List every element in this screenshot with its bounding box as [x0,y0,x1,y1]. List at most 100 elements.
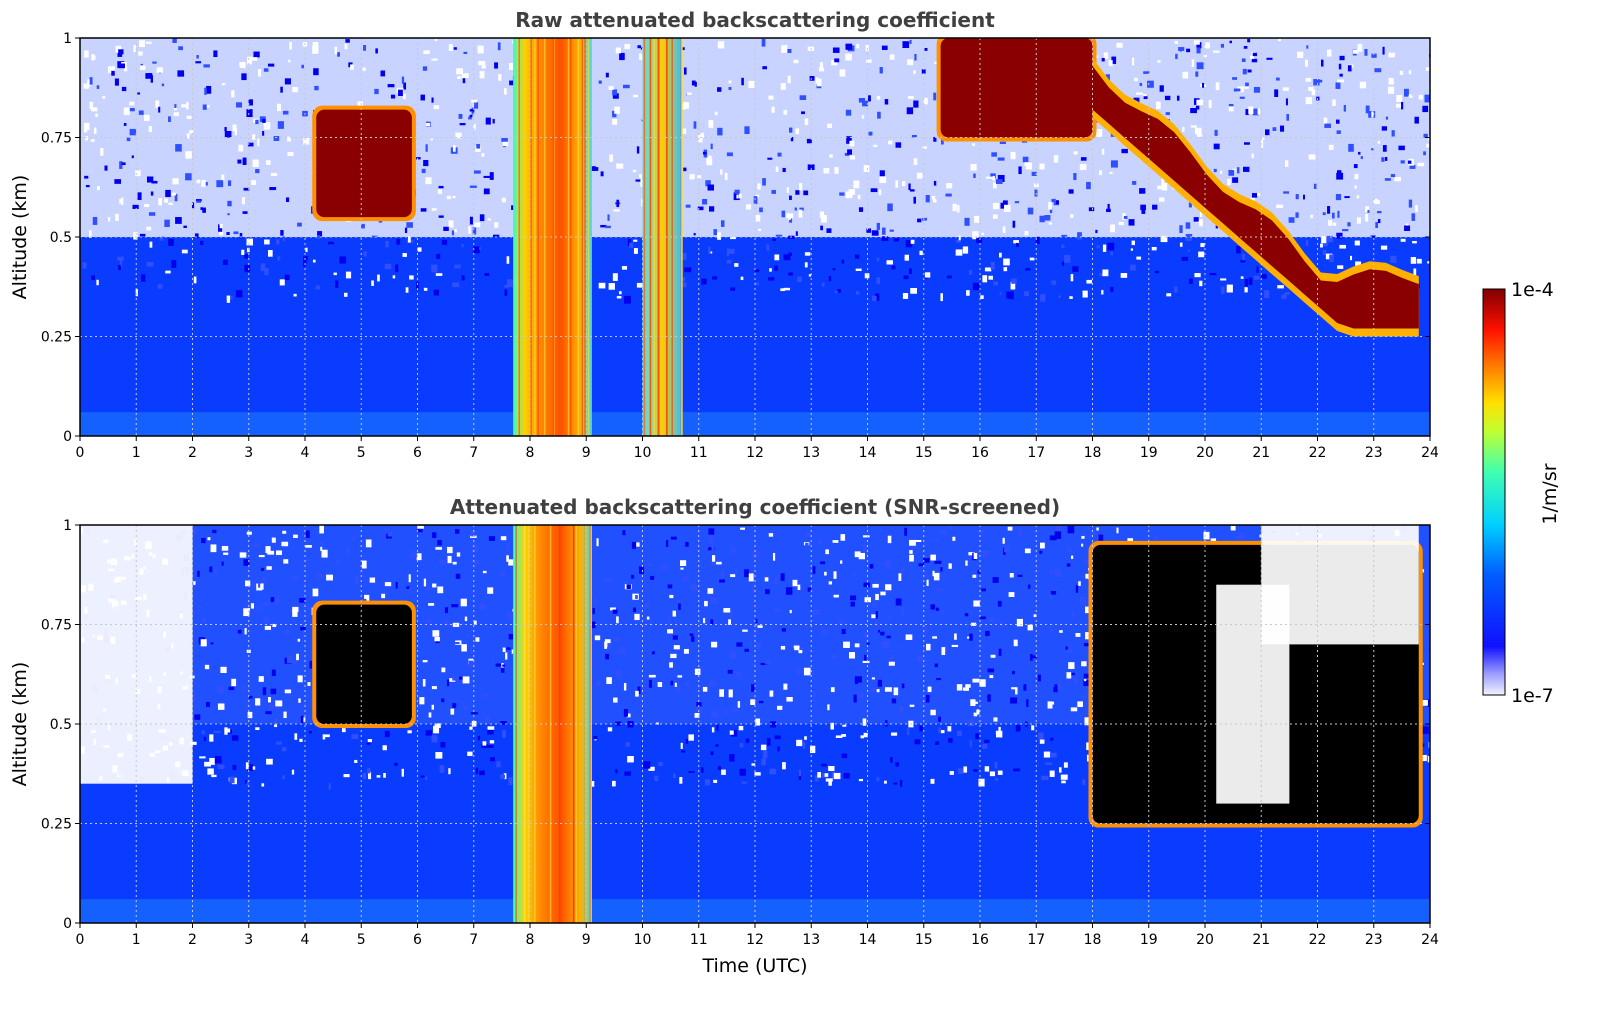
noise-speckle [303,256,307,265]
noise-speckle [212,529,217,534]
noise-speckle [416,553,422,561]
noise-speckle [908,96,914,99]
noise-speckle [251,180,257,185]
noise-speckle [150,75,154,83]
noise-speckle [1080,597,1086,605]
noise-speckle [1037,732,1044,740]
noise-speckle [941,139,944,145]
noise-speckle [1013,639,1018,647]
noise-speckle [1277,285,1284,289]
noise-speckle [1107,242,1115,251]
noise-speckle [463,51,468,54]
noise-speckle [452,561,457,565]
noise-speckle [1380,245,1388,250]
noise-speckle [1061,234,1068,238]
noise-speckle [1326,235,1333,243]
noise-speckle [494,62,499,69]
noise-speckle [624,771,632,776]
noise-speckle [1256,266,1259,273]
noise-speckle [425,730,432,736]
noise-speckle [196,55,199,59]
noise-speckle [868,131,873,136]
noise-speckle [1236,246,1241,254]
noise-speckle [252,134,256,140]
noise-speckle [306,558,312,562]
noise-speckle [978,530,984,534]
noise-speckle [871,614,876,619]
noise-speckle [904,527,908,536]
noise-speckle [893,687,899,696]
noise-speckle [262,602,270,607]
noise-speckle [806,138,812,144]
noise-speckle [1069,296,1073,299]
noise-speckle [140,65,146,70]
noise-speckle [895,762,900,767]
noise-speckle [825,549,829,555]
noise-speckle [431,58,438,61]
noise-speckle [90,139,95,142]
noise-speckle [139,233,146,237]
noise-speckle [1017,529,1022,537]
noise-speckle [82,262,87,269]
noise-speckle [702,151,707,155]
noise-speckle [708,251,713,254]
noise-speckle [487,726,495,730]
noise-speckle [282,236,285,242]
noise-speckle [1116,42,1123,48]
noise-speckle [481,744,488,748]
noise-speckle [605,225,611,229]
noise-speckle [416,157,421,160]
noise-speckle [483,175,491,178]
noise-speckle [286,655,294,664]
noise-speckle [432,583,437,588]
noise-speckle [596,538,599,547]
noise-speckle [1103,52,1109,60]
noise-speckle [458,676,465,680]
noise-speckle [479,71,485,79]
noise-speckle [367,767,371,774]
x-tick-label: 20 [1196,932,1214,948]
noise-speckle [1070,672,1075,676]
noise-speckle [246,109,253,118]
noise-speckle [881,45,888,51]
noise-speckle [1228,104,1234,107]
noise-speckle [380,70,386,77]
noise-speckle [596,680,601,687]
noise-speckle [431,734,438,743]
noise-speckle [876,689,880,693]
noise-speckle [854,254,860,259]
noise-speckle [947,726,952,732]
noise-speckle [1347,222,1351,227]
noise-speckle [168,116,171,122]
noise-speckle [865,709,869,714]
noise-speckle [870,188,878,193]
noise-speckle [425,144,428,152]
noise-speckle [461,275,465,281]
precipitation-streak [537,38,539,436]
noise-speckle [917,655,923,662]
x-tick-label: 13 [802,445,820,461]
noise-speckle [764,660,771,665]
noise-speckle [487,218,491,221]
noise-speckle [273,718,279,726]
noise-speckle [677,675,683,678]
noise-speckle [985,176,993,179]
noise-speckle [271,669,276,677]
noise-speckle [506,279,513,288]
noise-speckle [252,159,259,168]
precipitation-streak [643,38,646,436]
noise-speckle [1371,53,1377,58]
noise-speckle [504,289,508,296]
noise-speckle [864,632,870,639]
noise-speckle [1132,57,1135,66]
noise-speckle [888,140,893,145]
noise-speckle [804,118,809,126]
noise-speckle [1004,204,1011,212]
noise-speckle [1151,246,1157,251]
noise-speckle [651,651,655,655]
noise-speckle [711,711,718,718]
noise-speckle [615,721,622,726]
noise-speckle [608,283,615,290]
noise-speckle [344,43,348,50]
noise-speckle [220,666,227,674]
